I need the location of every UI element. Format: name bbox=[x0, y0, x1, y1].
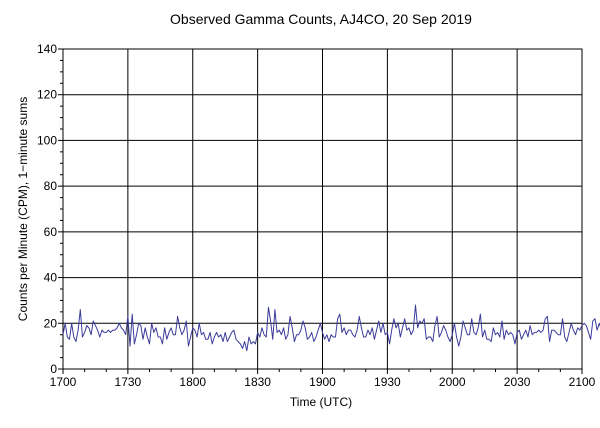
y-tick-label: 80 bbox=[44, 179, 58, 193]
y-tick-label: 60 bbox=[44, 225, 58, 239]
x-tick-label: 2030 bbox=[504, 375, 531, 389]
y-tick-label: 40 bbox=[44, 271, 58, 285]
y-axis-title: Counts per Minute (CPM), 1−minute sums bbox=[16, 97, 30, 321]
x-tick-label: 1800 bbox=[179, 375, 206, 389]
grid-lines bbox=[63, 49, 582, 369]
y-tick-label: 20 bbox=[44, 316, 58, 330]
x-tick-label: 2100 bbox=[569, 375, 596, 389]
x-tick-label: 2000 bbox=[439, 375, 466, 389]
plot-area bbox=[62, 48, 583, 370]
x-axis-tick-labels: 1700 1730 1800 1830 1900 1930 2000 2030 2100 bbox=[50, 375, 596, 389]
y-tick-label: 0 bbox=[50, 362, 57, 376]
gamma-count-series-line bbox=[62, 304, 600, 352]
y-tick-label: 140 bbox=[37, 42, 57, 56]
x-tick-label: 1830 bbox=[244, 375, 271, 389]
x-tick-label: 1930 bbox=[374, 375, 401, 389]
y-tick-label: 100 bbox=[37, 133, 57, 147]
series-layer bbox=[62, 304, 600, 352]
y-axis-tick-labels: 0 20 40 60 80 100 120 140 bbox=[37, 42, 57, 376]
x-axis-title: Time (UTC) bbox=[290, 395, 352, 409]
x-tick-label: 1900 bbox=[309, 375, 336, 389]
y-tick-label: 120 bbox=[37, 88, 57, 102]
x-tick-label: 1730 bbox=[115, 375, 142, 389]
x-tick-label: 1700 bbox=[50, 375, 77, 389]
chart-title: Observed Gamma Counts, AJ4CO, 20 Sep 201… bbox=[170, 11, 472, 27]
